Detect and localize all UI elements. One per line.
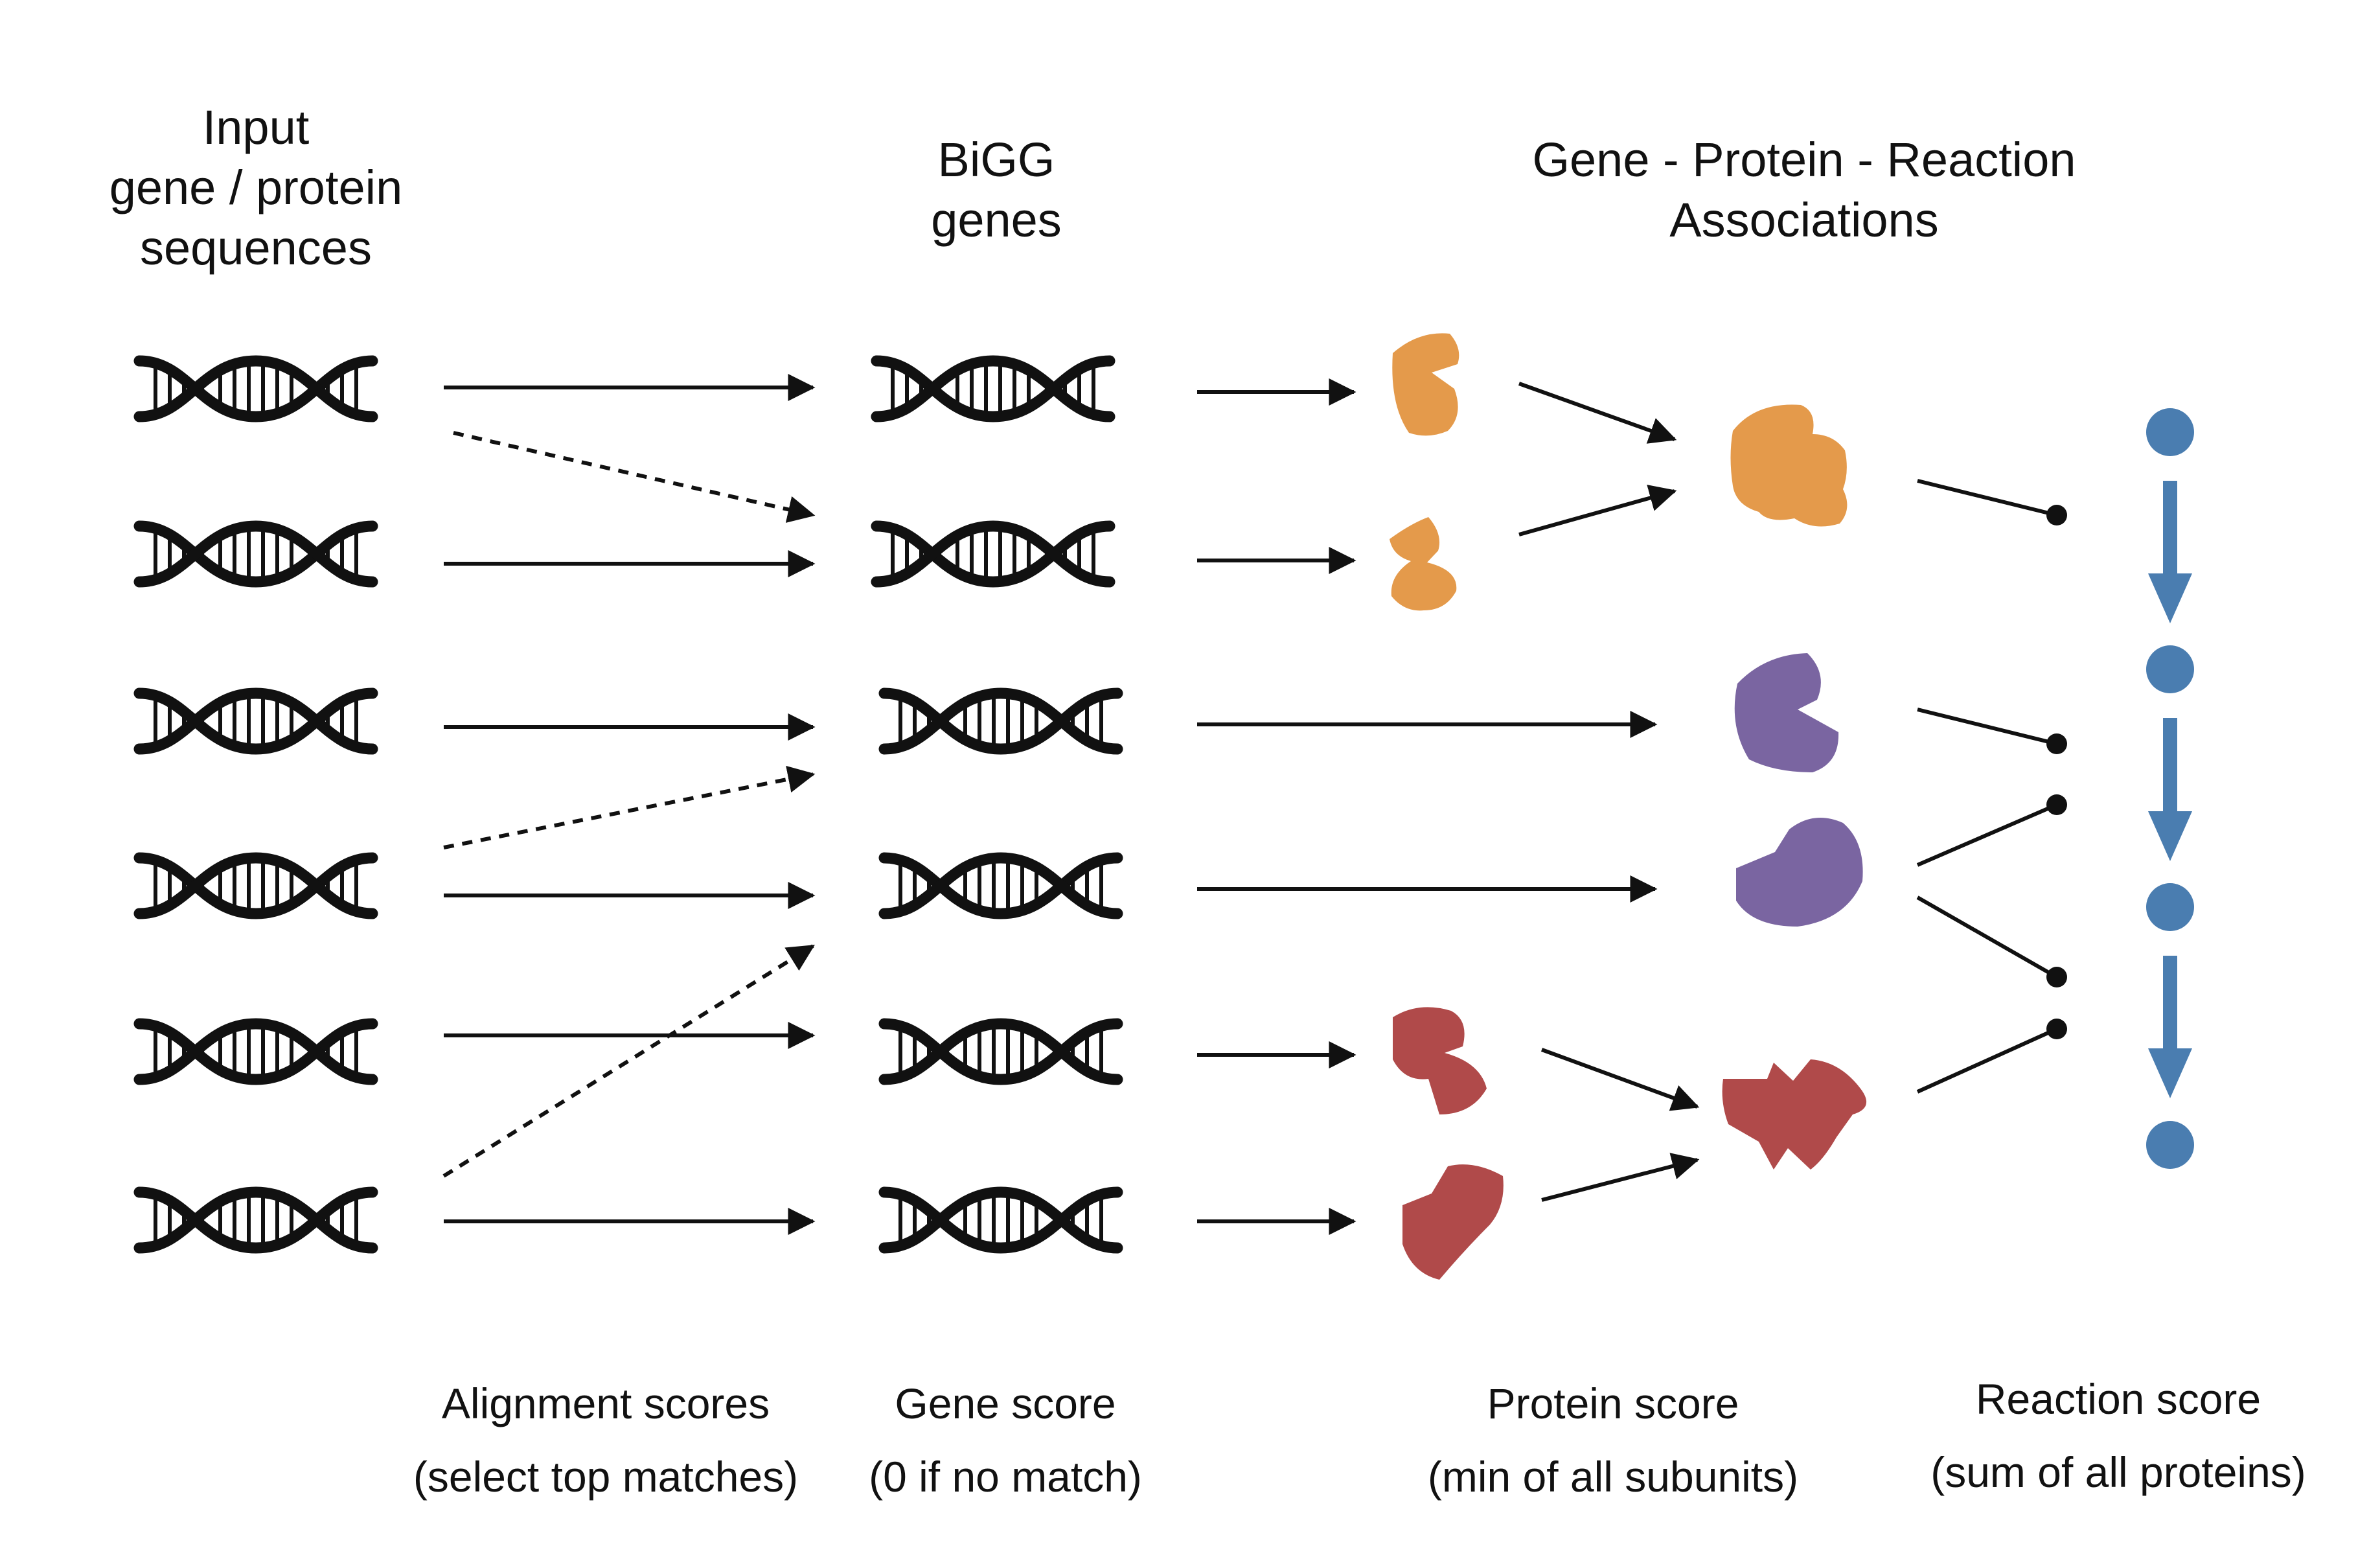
protein-score-caption: Protein score (min of all subunits)	[1428, 1378, 1798, 1503]
pathway-arrow-icon	[2148, 956, 2192, 1098]
reaction-node	[2046, 1019, 2067, 1039]
pathway-arrow-icon	[2148, 481, 2192, 623]
caption-subtitle: (sum of all proteins)	[1930, 1448, 2306, 1497]
metabolite-node-icon	[2146, 645, 2194, 693]
protein-complex-icon	[1722, 1059, 1867, 1170]
dna-helix-icon	[876, 361, 1110, 417]
dna-helix-icon	[876, 526, 1110, 582]
protein-reaction-link	[1916, 1027, 2058, 1094]
reaction-score-caption: Reaction score (sum of all proteins)	[1930, 1374, 2306, 1498]
subunit-to-complex-arrow	[1540, 1048, 1700, 1111]
input-sequences-header: Input gene / protein sequences	[109, 97, 403, 278]
metabolite-node-icon	[2146, 883, 2194, 931]
reaction-node	[2046, 733, 2067, 754]
caption-title: Reaction score	[1975, 1375, 2261, 1423]
alternate-match-arrow	[443, 765, 816, 849]
caption-title: Protein score	[1487, 1379, 1739, 1427]
reaction-pathway	[2146, 408, 2194, 1169]
gpr-header: Gene - Protein - Reaction Associations	[1532, 130, 2076, 250]
header-line: sequences	[140, 221, 372, 275]
protein-reaction-link	[1917, 479, 2057, 517]
metabolite-node-icon	[2146, 408, 2194, 456]
bigg-genes	[876, 361, 1117, 1248]
dna-helix-icon	[139, 1192, 372, 1248]
reaction-node	[2046, 794, 2067, 815]
gene-score-caption: Gene score (0 if no match)	[869, 1378, 1142, 1503]
dna-helix-icon	[884, 693, 1117, 749]
alternate-match-arrow	[442, 944, 815, 1178]
dna-helix-icon	[139, 1024, 372, 1079]
alignment-arrows	[442, 374, 816, 1235]
alternate-match-arrow	[453, 431, 816, 523]
header-line: Input	[202, 100, 310, 154]
subunit-to-complex-arrow	[1518, 485, 1677, 536]
protein-blob-icon	[1393, 1007, 1487, 1114]
dna-helix-icon	[139, 858, 372, 914]
dna-helix-icon	[884, 858, 1117, 914]
protein-subunits	[1390, 333, 1863, 1280]
header-line: Gene - Protein - Reaction	[1532, 133, 2076, 187]
protein-blob-icon	[1390, 517, 1457, 611]
subunit-to-complex-arrow	[1541, 1153, 1700, 1202]
alignment-scores-caption: Alignment scores (select top matches)	[413, 1378, 798, 1503]
input-genes	[139, 361, 372, 1248]
bigg-genes-header: BiGG genes	[931, 130, 1062, 250]
gene-protein-arrows	[1197, 378, 1700, 1235]
caption-subtitle: (min of all subunits)	[1427, 1453, 1799, 1501]
protein-reaction-link	[1916, 803, 2058, 867]
protein-reaction-link	[1917, 708, 2057, 746]
dna-helix-icon	[139, 693, 372, 749]
reaction-node	[2046, 967, 2067, 987]
protein-reaction-link	[1916, 895, 2058, 979]
protein-blob-icon	[1736, 818, 1863, 927]
reaction-node	[2046, 505, 2067, 525]
dna-helix-icon	[139, 361, 372, 417]
dna-helix-icon	[884, 1192, 1117, 1248]
header-line: gene / protein	[109, 161, 403, 214]
pathway-arrow-icon	[2148, 718, 2192, 861]
reaction-connectors	[1916, 479, 2058, 1094]
caption-title: Gene score	[895, 1379, 1116, 1427]
dna-helix-icon	[139, 526, 372, 582]
header-line: Associations	[1669, 193, 1939, 247]
metabolite-node-icon	[2146, 1121, 2194, 1169]
protein-blob-icon	[1402, 1164, 1504, 1280]
caption-subtitle: (select top matches)	[413, 1453, 799, 1501]
header-line: BiGG	[937, 133, 1055, 187]
subunit-to-complex-arrow	[1518, 382, 1677, 444]
reaction-nodes	[2046, 505, 2067, 1039]
protein-blob-icon	[1734, 653, 1839, 772]
header-line: genes	[931, 193, 1062, 247]
caption-subtitle: (0 if no match)	[869, 1453, 1142, 1501]
protein-complexes	[1722, 404, 1867, 1170]
caption-title: Alignment scores	[441, 1379, 770, 1427]
protein-complex-icon	[1730, 404, 1848, 527]
protein-blob-icon	[1392, 333, 1459, 436]
dna-helix-icon	[884, 1024, 1117, 1079]
